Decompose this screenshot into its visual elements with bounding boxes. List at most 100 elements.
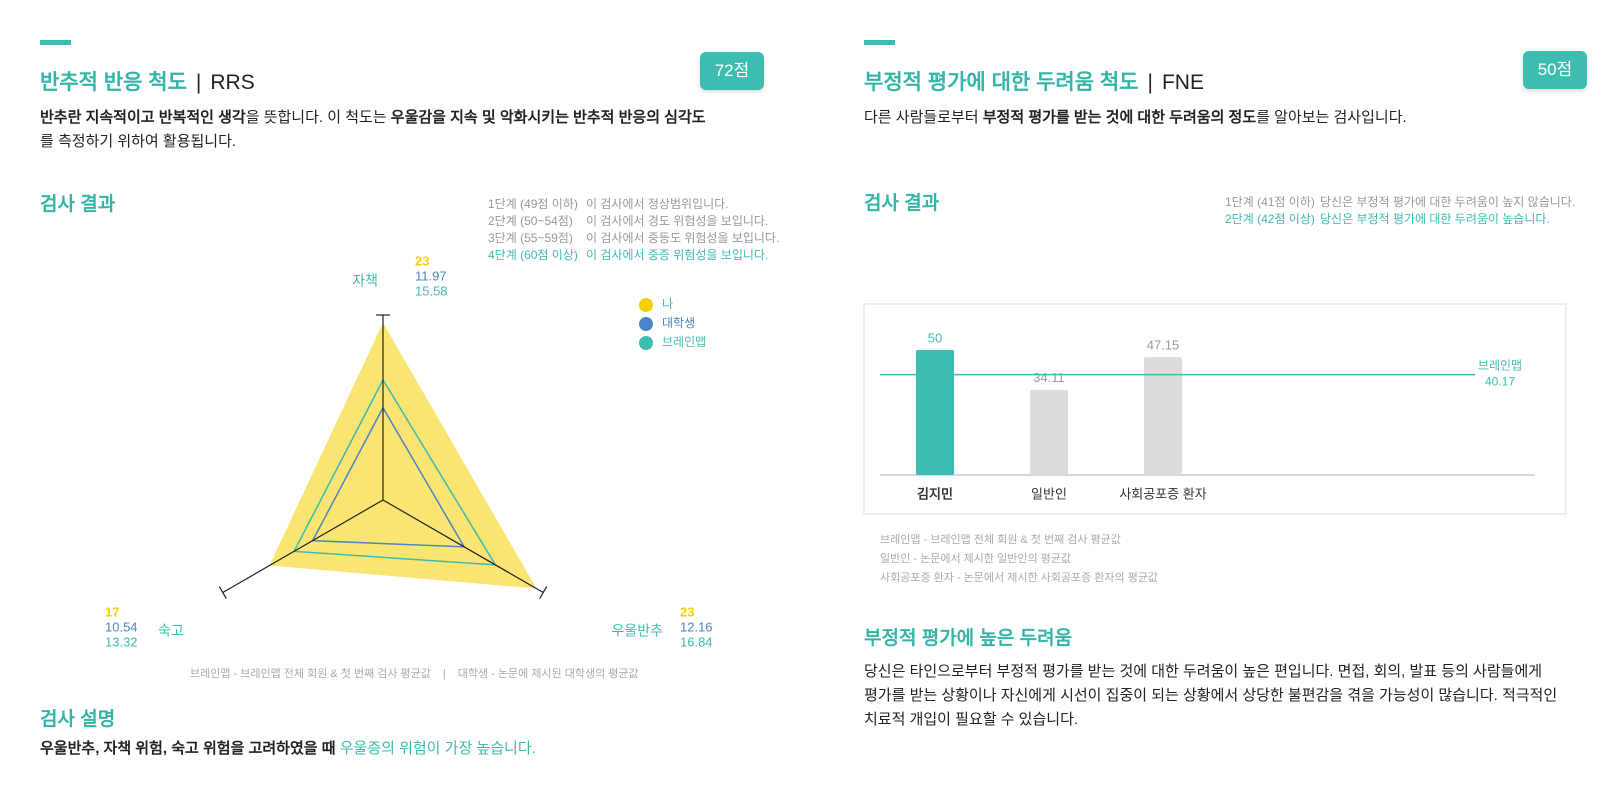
value-label: 50 <box>928 330 942 345</box>
description: 반추란 지속적이고 반복적인 생각을 뜻합니다. 이 척도는 우울감을 지속 및… <box>40 106 706 154</box>
reference-value: 40.17 <box>1485 375 1515 389</box>
text-line: 치료적 개입이 필요할 수 있습니다. <box>864 708 1557 732</box>
text-line: 를 측정하기 위하여 활용됩니다. <box>40 130 706 154</box>
description: 다른 사람들로부터 부정적 평가를 받는 것에 대한 두려움의 정도를 알아보는… <box>864 106 1407 130</box>
text-run: 평가를 받는 상황이나 자신에게 시선이 집중이 되는 상황에서 상당한 불편감… <box>864 687 1558 704</box>
stage-label: 1단계 (41점 이하) <box>1225 195 1315 209</box>
text-line: 평가를 받는 상황이나 자신에게 시선이 집중이 되는 상황에서 상당한 불편감… <box>864 684 1557 708</box>
note: 사회공포증 환자 - 논문에서 제시한 사회공포증 환자의 평균값 <box>880 572 1159 584</box>
axis-label: 우울반추 <box>611 623 663 639</box>
category-label: 김지민 <box>917 486 953 501</box>
text-run: 를 알아보는 검사입니다. <box>1256 109 1407 126</box>
legend-swatch <box>639 298 653 312</box>
text-line: 다른 사람들로부터 부정적 평가를 받는 것에 대한 두려움의 정도를 알아보는… <box>864 106 1407 130</box>
separator: | <box>442 668 446 680</box>
bar <box>916 350 954 475</box>
value-label: 10.54 <box>105 619 138 634</box>
stage-row: 1단계 (49점 이하) 이 검사에서 정상범위입니다. <box>488 196 779 213</box>
bar <box>1144 357 1182 475</box>
radar-axis-end <box>539 586 548 599</box>
legend-swatch <box>639 336 653 350</box>
category-label: 사회공포증 환자 <box>1119 486 1206 501</box>
footnote-item: 대학생 - 논문에 제시된 대학생의 평균값 <box>457 668 639 680</box>
accent-bar <box>40 40 71 45</box>
text-run: 우울증의 위험이 가장 높습니다. <box>339 740 536 757</box>
code: RRS <box>210 71 255 94</box>
legend-label: 대학생 <box>662 316 695 330</box>
title: 부정적 평가에 대한 두려움 척도 <box>864 71 1139 94</box>
text-run: 를 측정하기 위하여 활용됩니다. <box>40 133 237 150</box>
text-line: 반추란 지속적이고 반복적인 생각을 뜻합니다. 이 척도는 우울감을 지속 및… <box>40 106 706 130</box>
category-label: 일반인 <box>1031 486 1067 501</box>
value-label: 11.97 <box>415 268 447 283</box>
axis-label: 자책 <box>352 273 378 289</box>
footnote-item: 브레인맵 - 브레인맵 전체 회원 & 첫 번째 검사 평균값 <box>190 668 431 680</box>
stage-text: 이 검사에서 경도 위험성을 보입니다. <box>586 214 769 228</box>
stages: 1단계 (49점 이하) 이 검사에서 정상범위입니다. 2단계 (50~54점) 이… <box>488 196 779 264</box>
stage-row: 4단계 (60점 이상) 이 검사에서 중증 위험성을 보입니다. <box>488 247 779 264</box>
value-label: 17 <box>105 604 119 619</box>
stage-row: 1단계 (41점 이하) 당신은 부정적 평가에 대한 두려움이 높지 않습니다. <box>1225 194 1575 211</box>
value-label: 16.84 <box>680 634 713 649</box>
stage-text: 당신은 부정적 평가에 대한 두려움이 높습니다. <box>1320 212 1550 226</box>
section-title: 검사 결과 <box>864 193 940 214</box>
radar-axis <box>222 499 384 594</box>
axis-label: 숙고 <box>158 623 184 639</box>
stage-label: 1단계 (49점 이하) <box>488 197 578 211</box>
stage-label: 2단계 (50~54점) <box>488 214 573 228</box>
text-run: 우울감을 지속 및 악화시키는 반추적 반응의 심각도 <box>390 109 706 126</box>
value-label: 23 <box>680 604 694 619</box>
radar-area <box>269 322 537 589</box>
stage-row: 2단계 (50~54점) 이 검사에서 경도 위험성을 보입니다. <box>488 213 779 230</box>
reference-name: 브레인맵 <box>1478 359 1522 373</box>
stage-text: 이 검사에서 정상범위입니다. <box>586 197 729 211</box>
section-title: 검사 결과 <box>40 194 116 215</box>
score-badge: 72점 <box>700 52 764 90</box>
result-text: 당신은 타인으로부터 부정적 평가를 받는 것에 대한 두려움이 높은 편입니다… <box>864 660 1557 732</box>
stage-label: 3단계 (55~59점) <box>488 231 573 245</box>
accent-bar <box>864 40 895 45</box>
stage-text: 이 검사에서 중증 위험성을 보입니다. <box>586 248 769 262</box>
text-line: 당신은 타인으로부터 부정적 평가를 받는 것에 대한 두려움이 높은 편입니다… <box>864 660 1557 684</box>
text-run: 부정적 평가를 받는 것에 대한 두려움의 정도 <box>982 109 1257 126</box>
text-run: 다른 사람들로부터 <box>864 109 983 126</box>
text-run: 을 뜻합니다. 이 척도는 <box>245 109 391 126</box>
notes: 브레인맵 - 브레인맵 전체 회원 & 첫 번째 검사 평균값 일반인 - 논문에… <box>880 531 1158 588</box>
stage-row: 2단계 (42점 이상) 당신은 부정적 평가에 대한 두려움이 높습니다. <box>1225 211 1575 228</box>
score-badge: 50점 <box>1523 51 1587 89</box>
value-label: 15.58 <box>415 283 448 298</box>
panel-title: 반추적 반응 척도 | RRS <box>40 66 255 96</box>
value-label: 13.32 <box>105 634 138 649</box>
bar <box>1030 389 1068 475</box>
section-title: 검사 설명 <box>40 709 116 730</box>
explanation: 우울반추, 자책 위험, 숙고 위험을 고려하였을 때 우울증의 위험이 가장 … <box>40 737 536 761</box>
value-label: 34.11 <box>1033 370 1065 385</box>
legend-label: 나 <box>662 297 673 311</box>
radar-axis <box>382 499 544 594</box>
legend-swatch <box>639 317 653 331</box>
separator: | <box>195 71 202 94</box>
stages: 1단계 (41점 이하) 당신은 부정적 평가에 대한 두려움이 높지 않습니다.… <box>1225 194 1575 228</box>
text-line: 우울반추, 자책 위험, 숙고 위험을 고려하였을 때 우울증의 위험이 가장 … <box>40 737 536 761</box>
bar-frame <box>863 303 1567 515</box>
text-run: 우울반추, 자책 위험, 숙고 위험을 고려하였을 때 <box>40 740 340 757</box>
legend-label: 브레인맵 <box>662 335 706 349</box>
value-label: 47.15 <box>1147 338 1180 353</box>
footnote: 브레인맵 - 브레인맵 전체 회원 & 첫 번째 검사 평균값 | 대학생 - 논문… <box>190 665 639 684</box>
text-run: 반추란 지속적이고 반복적인 생각 <box>40 109 246 126</box>
code: FNE <box>1161 71 1204 94</box>
separator: | <box>1147 71 1153 94</box>
text-run: 당신은 타인으로부터 부정적 평가를 받는 것에 대한 두려움이 높은 편입니다… <box>864 663 1543 680</box>
text-run: 치료적 개입이 필요할 수 있습니다. <box>864 711 1079 728</box>
stage-row: 3단계 (55~59점) 이 검사에서 중등도 위험성을 보입니다. <box>488 230 779 247</box>
note: 일반인 - 논문에서 제시한 일반인의 평균값 <box>880 553 1071 565</box>
radar-axis-end <box>218 586 227 599</box>
value-label: 12.16 <box>680 619 713 634</box>
stage-label: 2단계 (42점 이상) <box>1225 212 1315 226</box>
stage-text: 당신은 부정적 평가에 대한 두려움이 높지 않습니다. <box>1320 195 1576 209</box>
radar-line <box>311 406 466 548</box>
title: 반추적 반응 척도 <box>40 71 187 94</box>
radar-line <box>292 378 497 566</box>
